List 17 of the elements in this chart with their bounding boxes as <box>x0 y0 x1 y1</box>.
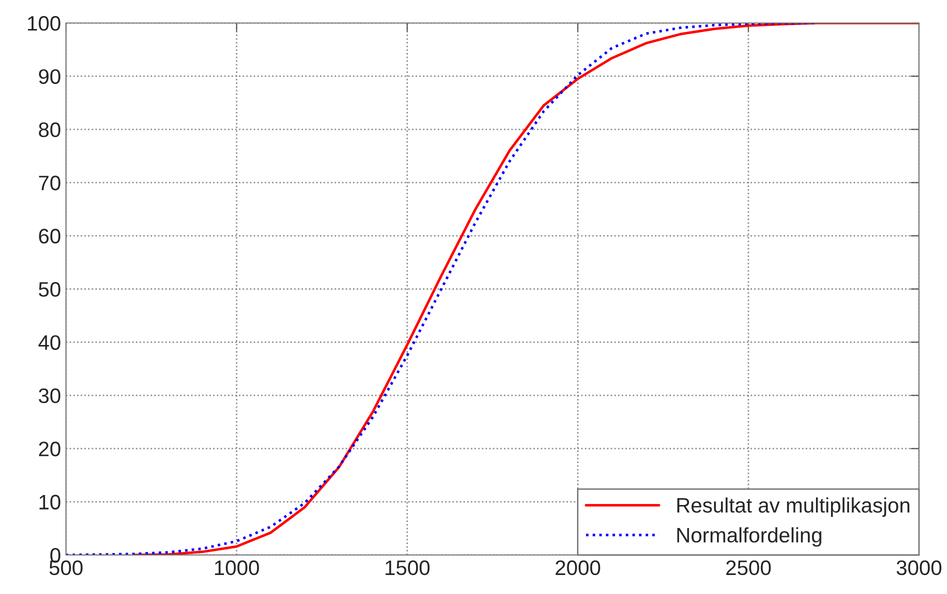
x-tick-label: 2500 <box>726 560 771 576</box>
y-tick-label: 20 <box>39 442 60 456</box>
y-tick-label: 50 <box>38 282 60 297</box>
y-tick-label: 60 <box>39 228 60 244</box>
y-tick-label: 80 <box>38 122 60 138</box>
y-tick-label: 30 <box>38 388 60 404</box>
y-tick-label: 90 <box>38 69 60 84</box>
y-tick-label: 10 <box>40 494 60 510</box>
x-tick-label: 3000 <box>896 560 942 576</box>
legend-label: Normalfordeling <box>677 527 822 547</box>
legend-label: Resultat av multiplikasjon <box>677 497 910 517</box>
x-tick-label: 1000 <box>215 560 259 576</box>
x-tick-label: 2000 <box>556 560 600 576</box>
x-tick-label: 1500 <box>386 560 430 576</box>
y-tick-label: 40 <box>38 335 60 350</box>
y-tick-label: 100 <box>28 16 60 31</box>
y-tick-label: 70 <box>39 176 60 190</box>
